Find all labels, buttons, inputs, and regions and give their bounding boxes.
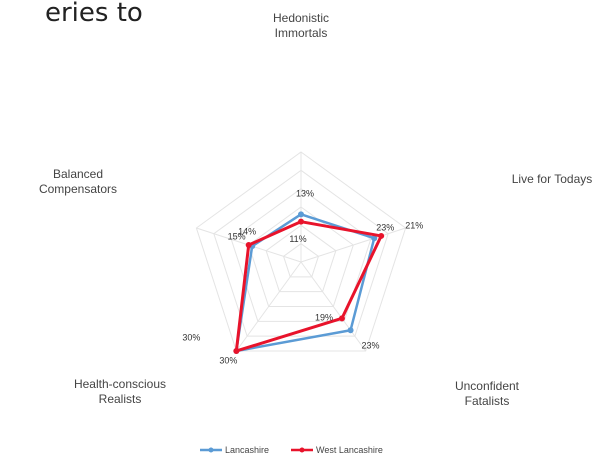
data-point (378, 232, 385, 239)
data-point (371, 235, 378, 242)
series-line-west-lancashire (234, 220, 383, 353)
axis-label: Live for Todays (512, 172, 593, 186)
data-point (338, 315, 345, 322)
axis-label: Unconfident (455, 379, 520, 393)
legend-marker (208, 447, 214, 453)
data-point (245, 242, 252, 249)
data-label: 11% (289, 234, 306, 244)
axis-label: Fatalists (465, 394, 510, 408)
data-point (298, 218, 304, 225)
data-point (347, 327, 354, 334)
grid-ring (265, 224, 337, 293)
header-fragment: eries to (45, 0, 143, 28)
legend-label: Lancashire (225, 445, 269, 455)
legend: Lancashire West Lancashire (200, 445, 383, 455)
grid-spoke (300, 261, 367, 352)
axis-label: Hedonistic (273, 11, 329, 25)
radar-series (233, 211, 385, 354)
data-label: 30% (219, 355, 237, 365)
grid-ring (213, 169, 389, 337)
grid-ring (248, 206, 354, 307)
data-label: 21% (405, 221, 423, 231)
data-point (233, 347, 240, 354)
grid-ring (195, 151, 407, 352)
axis-label: Immortals (275, 26, 328, 40)
axis-label: Realists (99, 392, 142, 406)
data-label: 23% (376, 222, 394, 232)
grid-ring (282, 243, 320, 278)
axis-label: Balanced (53, 167, 103, 181)
axis-label: Compensators (39, 182, 117, 196)
legend-marker (299, 447, 305, 453)
data-label: 19% (315, 313, 333, 323)
data-label: 14% (238, 227, 256, 237)
radar-labels: 13% 21% 23% 30% 14% 11% 23% 19% 30% 15% Hedonistic… (39, 11, 592, 408)
data-point (298, 211, 304, 218)
data-label: 13% (296, 189, 314, 199)
legend-label: West Lancashire (316, 445, 383, 455)
data-label: 23% (362, 341, 380, 351)
grid-spoke (300, 227, 406, 263)
grid-spoke (235, 261, 302, 352)
data-label: 30% (182, 332, 200, 342)
data-label: 15% (228, 231, 246, 241)
axis-label: Health-conscious (74, 377, 166, 391)
